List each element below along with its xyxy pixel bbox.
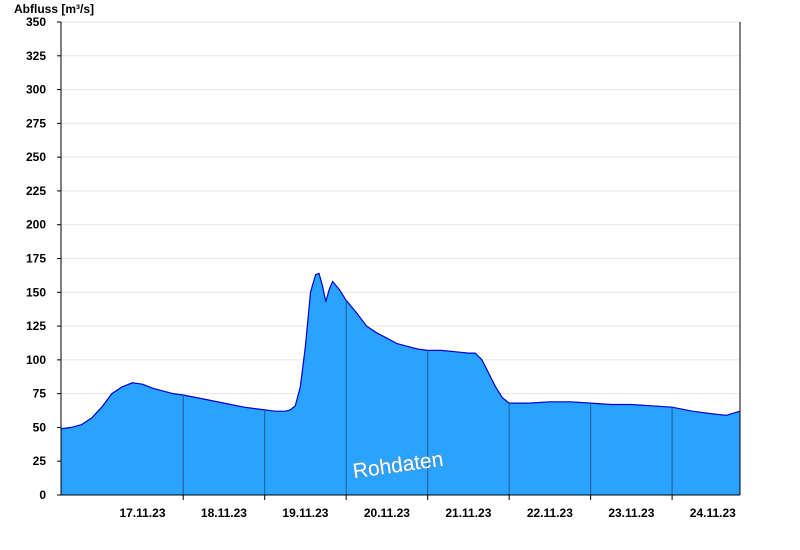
y-tick-label: 50 <box>33 420 47 434</box>
x-tick-label: 22.11.23 <box>527 506 573 520</box>
x-tick-label: 18.11.23 <box>201 506 247 520</box>
y-tick-label: 325 <box>26 49 46 63</box>
y-axis-label: Abfluss [m³/s] <box>14 2 94 16</box>
y-tick-label: 225 <box>26 184 46 198</box>
x-tick-label: 24.11.23 <box>690 506 736 520</box>
y-tick-label: 150 <box>26 285 46 299</box>
y-tick-label: 350 <box>26 15 46 29</box>
x-tick-label: 23.11.23 <box>608 506 654 520</box>
y-tick-label: 250 <box>26 150 46 164</box>
grid-lines <box>61 21 740 462</box>
x-tick-label: 20.11.23 <box>364 506 410 520</box>
x-tick-label: 21.11.23 <box>445 506 491 520</box>
y-tick-label: 175 <box>26 252 46 266</box>
y-tick-label: 25 <box>33 454 47 468</box>
y-tick-label: 125 <box>26 319 46 333</box>
discharge-line <box>60 272 741 430</box>
y-tick-label: 275 <box>26 116 46 130</box>
x-tick-label: 17.11.23 <box>119 506 165 520</box>
y-tick-label: 200 <box>26 218 46 232</box>
y-tick-label: 100 <box>26 353 46 367</box>
y-tick-labels: 0 25 50 75 100 125 150 175 200 225 250 275 300 325 350 <box>26 15 61 502</box>
y-tick-label: 300 <box>26 83 46 97</box>
y-tick-label: 75 <box>33 387 47 401</box>
discharge-area <box>61 273 740 495</box>
x-tick-label: 19.11.23 <box>282 506 328 520</box>
x-tick-labels: 17.11.23 18.11.23 19.11.23 20.11.23 21.11.23… <box>119 506 736 520</box>
y-tick-label: 0 <box>39 488 46 502</box>
